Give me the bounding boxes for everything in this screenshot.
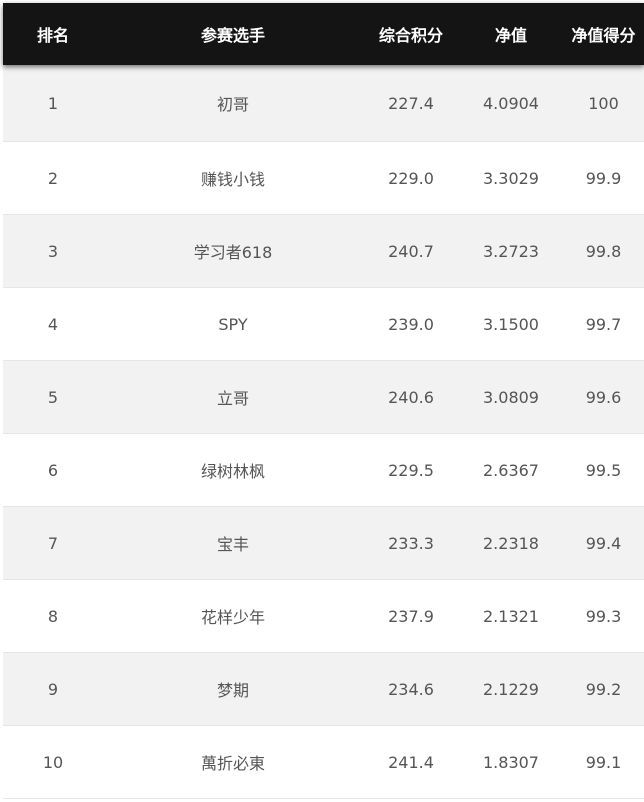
table-header: 排名 参赛选手 综合积分 净值 净值得分	[3, 3, 644, 65]
table-body: 1 初哥 227.4 4.0904 100 2 赚钱小钱 229.0 3.3029 99.9 3 学习…	[3, 65, 644, 799]
table-row: 1 初哥 227.4 4.0904 100	[3, 65, 644, 142]
nav-cell: 3.1500	[483, 314, 539, 334]
nav-cell: 3.2723	[483, 241, 539, 261]
nav-score-cell: 99.3	[585, 606, 622, 626]
rank-cell: 9	[47, 679, 59, 699]
total-score-cell: 227.4	[388, 93, 434, 113]
player-cell: 花样少年	[200, 608, 265, 627]
ranking-table: 排名 参赛选手 综合积分 净值 净值得分 1 初哥 227.4 4.0904 100 2 赚…	[3, 3, 644, 799]
rank-cell: 7	[47, 533, 59, 553]
rank-cell: 2	[47, 168, 59, 188]
table-row: 2 赚钱小钱 229.0 3.3029 99.9	[3, 142, 644, 215]
rank-cell: 3	[47, 241, 59, 261]
player-cell: 初哥	[216, 95, 249, 114]
rank-cell: 8	[47, 606, 59, 626]
nav-cell: 2.1229	[483, 679, 539, 699]
player-cell: 梦期	[216, 681, 249, 700]
nav-score-cell: 99.9	[585, 168, 622, 188]
table-row: 5 立哥 240.6 3.0809 99.6	[3, 361, 644, 434]
nav-score-cell: 99.4	[585, 533, 622, 553]
rank-cell: 1	[47, 93, 59, 113]
player-cell: 学习者618	[193, 243, 273, 262]
player-cell: 立哥	[216, 389, 249, 408]
nav-cell: 1.8307	[483, 752, 539, 772]
nav-cell: 4.0904	[483, 93, 539, 113]
player-cell: 赚钱小钱	[200, 170, 265, 189]
nav-score-cell: 100	[588, 93, 619, 113]
nav-score-cell: 99.1	[585, 752, 622, 772]
total-score-cell: 234.6	[388, 679, 434, 699]
header-nav-score: 净值得分	[571, 26, 636, 45]
table-row: 3 学习者618 240.7 3.2723 99.8	[3, 215, 644, 288]
nav-cell: 3.0809	[483, 387, 539, 407]
table-row: 4 SPY 239.0 3.1500 99.7	[3, 288, 644, 361]
nav-score-cell: 99.2	[585, 679, 622, 699]
total-score-cell: 240.6	[388, 387, 434, 407]
total-score-cell: 229.5	[388, 460, 434, 480]
total-score-cell: 239.0	[388, 314, 434, 334]
total-score-cell: 237.9	[388, 606, 434, 626]
nav-score-cell: 99.6	[585, 387, 622, 407]
player-cell: SPY	[218, 314, 248, 334]
nav-cell: 2.1321	[483, 606, 539, 626]
player-cell: 绿树林枫	[200, 462, 265, 481]
total-score-cell: 241.4	[388, 752, 434, 772]
total-score-cell: 229.0	[388, 168, 434, 188]
table-row: 8 花样少年 237.9 2.1321 99.3	[3, 580, 644, 653]
header-rank: 排名	[36, 26, 69, 45]
nav-cell: 2.6367	[483, 460, 539, 480]
rank-cell: 6	[47, 460, 59, 480]
nav-score-cell: 99.7	[585, 314, 622, 334]
player-cell: 宝丰	[216, 535, 249, 554]
table-row: 6 绿树林枫 229.5 2.6367 99.5	[3, 434, 644, 507]
player-cell: 萬折必東	[200, 754, 265, 773]
table-row: 9 梦期 234.6 2.1229 99.2	[3, 653, 644, 726]
table-row: 7 宝丰 233.3 2.2318 99.4	[3, 507, 644, 580]
nav-cell: 2.2318	[483, 533, 539, 553]
table-row: 10 萬折必東 241.4 1.8307 99.1	[3, 726, 644, 799]
nav-score-cell: 99.5	[585, 460, 622, 480]
header-nav: 净值	[494, 26, 527, 45]
rank-cell: 10	[42, 752, 64, 772]
nav-score-cell: 99.8	[585, 241, 622, 261]
total-score-cell: 240.7	[388, 241, 434, 261]
header-total-score: 综合积分	[378, 26, 443, 45]
nav-cell: 3.3029	[483, 168, 539, 188]
rank-cell: 4	[47, 314, 59, 334]
total-score-cell: 233.3	[388, 533, 434, 553]
header-player: 参赛选手	[200, 26, 265, 45]
rank-cell: 5	[47, 387, 59, 407]
